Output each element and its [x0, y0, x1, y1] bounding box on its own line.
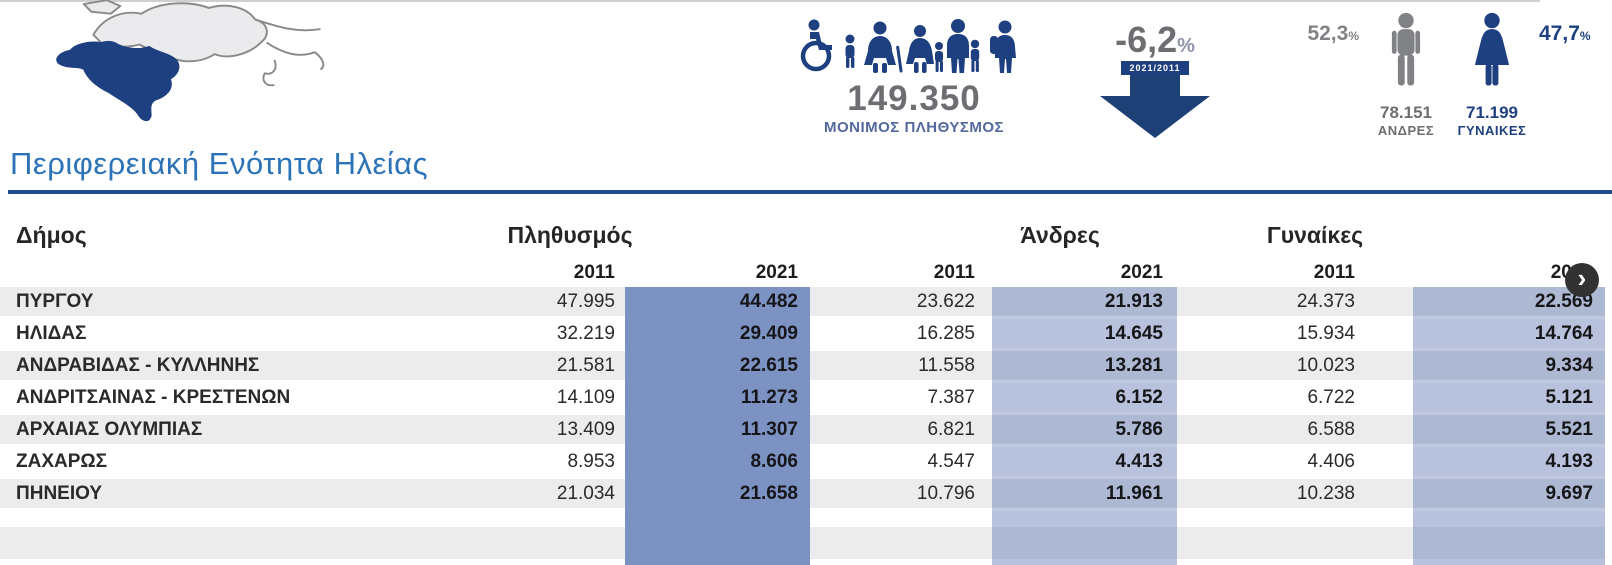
cell-women-2011: 24.373	[1296, 291, 1355, 312]
males-column: 78.151 ΑΝΔΡΕΣ	[1367, 12, 1445, 138]
cell-women-2011: 6.722	[1307, 387, 1355, 408]
cell-pop-2021: 8.606	[625, 447, 810, 479]
population-infographic: 149.350 ΜΟΝΙΜΟΣ ΠΛΗΘΥΣΜΟΣ	[788, 16, 1040, 136]
page-title: Περιφερειακή Ενότητα Ηλείας	[10, 146, 429, 181]
cell-women-2021: 9.697	[1413, 479, 1605, 511]
table-row: ΑΝΔΡΙΤΣΑΙΝΑΣ - ΚΡΕΣΤΕΝΩΝ 14.109 11.273 7…	[0, 383, 1612, 415]
cell-men-2021: 13.281	[992, 351, 1177, 383]
cell-pop-2011: 21.581	[556, 355, 615, 376]
table-row: ΑΡΧΑΙΑΣ ΟΛΥΜΠΙΑΣ 13.409 11.307 6.821 5.7…	[0, 415, 1612, 447]
cell-municipality: ΠΥΡΓΟΥ	[16, 291, 94, 312]
cell-women-2011: 4.406	[1307, 451, 1355, 472]
cell-women-2011: 15.934	[1296, 323, 1355, 344]
cell-women-2021: 5.121	[1413, 383, 1605, 415]
table-row: ΠΥΡΓΟΥ 47.995 44.482 23.622 21.913 24.37…	[0, 287, 1612, 319]
cell-pop-2011: 32.219	[556, 323, 615, 344]
males-label: ΑΝΔΡΕΣ	[1377, 123, 1435, 138]
map-icon	[56, 0, 325, 122]
table-year-header: 2011 2021 2011 2021 2011 2021	[0, 254, 1612, 287]
cell-pop-2021: 11.273	[625, 383, 810, 415]
cell-municipality: ΠΗΝΕΙΟΥ	[16, 483, 103, 504]
cell-pop-2021: 44.482	[625, 287, 810, 319]
males-count: 78.151	[1380, 103, 1432, 122]
cell-men-2021: 14.645	[992, 319, 1177, 351]
cell-men-2011: 16.285	[916, 323, 975, 344]
cell-women-2021: 14.764	[1413, 319, 1605, 351]
cell-women-2011: 10.023	[1296, 355, 1355, 376]
table-group-header: Δήμος Πληθυσμός Άνδρες Γυναίκες	[0, 212, 1612, 254]
cell-men-2021: 4.413	[992, 447, 1177, 479]
cell-pop-2011: 13.409	[556, 419, 615, 440]
cell-pop-2021: 29.409	[625, 319, 810, 351]
cell-women-2021: 4.193	[1413, 447, 1605, 479]
cell-men-2011: 23.622	[916, 291, 975, 312]
table-row: ΗΛΙΔΑΣ 32.219 29.409 16.285 14.645 15.93…	[0, 319, 1612, 351]
cell-men-2021: 11.961	[992, 479, 1177, 511]
females-label: ΓΥΝΑΙΚΕΣ	[1457, 123, 1527, 138]
col-header-population: Πληθυσμός	[507, 222, 633, 248]
females-count: 71.199	[1466, 103, 1518, 122]
cell-men-2011: 10.796	[916, 483, 975, 504]
ilia-region-shape	[56, 40, 180, 122]
table-row: ΠΗΝΕΙΟΥ 21.034 21.658 10.796 11.961 10.2…	[0, 479, 1612, 511]
female-icon	[1474, 12, 1510, 86]
gender-infographic: 52,3% 78.151 ΑΝΔΡΕΣ 71.199 ΓΥΝΑΙΚΕΣ	[1293, 12, 1605, 138]
females-percent: 47,7%	[1539, 22, 1591, 45]
cell-pop-2021: 22.615	[625, 351, 810, 383]
cell-municipality: ΑΝΔΡΑΒΙΔΑΣ - ΚΥΛΛΗΝΗΣ	[16, 355, 260, 376]
title-divider	[8, 190, 1612, 194]
arrow-down-icon	[1100, 72, 1210, 138]
scroll-right-button[interactable]: ›	[1565, 263, 1599, 297]
cell-pop-2011: 47.995	[556, 291, 615, 312]
change-value: -6,2%	[1115, 19, 1195, 60]
year-women-2011: 2011	[1313, 262, 1355, 283]
year-pop-2011: 2011	[573, 262, 615, 283]
cell-men-2011: 4.547	[927, 451, 975, 472]
col-header-women: Γυναίκες	[1266, 222, 1364, 248]
population-change: -6,2% 2021/2011	[1088, 22, 1222, 138]
year-pop-2021: 2021	[755, 262, 798, 283]
cell-men-2021: 6.152	[992, 383, 1177, 415]
cell-pop-2021: 21.658	[625, 479, 810, 511]
cell-women-2011: 6.588	[1307, 419, 1355, 440]
people-icons	[800, 19, 1016, 73]
percent-sign: %	[1177, 35, 1195, 57]
cell-municipality: ΗΛΙΔΑΣ	[16, 323, 87, 344]
empty-row	[0, 559, 1612, 565]
top-divider	[0, 0, 1540, 2]
cell-municipality: ΑΝΔΡΙΤΣΑΙΝΑΣ - ΚΡΕΣΤΕΝΩΝ	[16, 387, 291, 408]
municipalities-table: Δήμος Πληθυσμός Άνδρες Γυναίκες 2011 202…	[0, 212, 1612, 565]
year-men-2011: 2011	[933, 262, 975, 283]
cell-men-2021: 5.786	[992, 415, 1177, 447]
cell-pop-2011: 21.034	[556, 483, 615, 504]
females-column: 71.199 ΓΥΝΑΙΚΕΣ	[1453, 12, 1531, 138]
males-percent: 52,3%	[1307, 22, 1359, 45]
col-header-men: Άνδρες	[1020, 222, 1100, 248]
cell-pop-2021: 11.307	[625, 415, 810, 447]
cell-pop-2011: 14.109	[556, 387, 615, 408]
cell-men-2011: 7.387	[927, 387, 975, 408]
table-row: ΑΝΔΡΑΒΙΔΑΣ - ΚΥΛΛΗΝΗΣ 21.581 22.615 11.5…	[0, 351, 1612, 383]
cell-municipality: ΑΡΧΑΙΑΣ ΟΛΥΜΠΙΑΣ	[16, 419, 203, 440]
cell-women-2011: 10.238	[1296, 483, 1355, 504]
table-row: ΖΑΧΑΡΩΣ 8.953 8.606 4.547 4.413 4.406 4.…	[0, 447, 1612, 479]
population-value: 149.350	[847, 79, 981, 118]
change-period-badge: 2021/2011	[1121, 61, 1189, 75]
year-men-2021: 2021	[1120, 262, 1163, 283]
cell-municipality: ΖΑΧΑΡΩΣ	[16, 451, 108, 472]
empty-row	[0, 527, 1612, 559]
chevron-right-icon: ›	[1577, 263, 1587, 293]
population-label: ΜΟΝΙΜΟΣ ΠΛΗΘΥΣΜΟΣ	[823, 119, 1005, 136]
empty-row	[0, 511, 1612, 527]
cell-men-2011: 11.558	[918, 355, 975, 376]
cell-pop-2011: 8.953	[567, 451, 615, 472]
col-header-municipality: Δήμος	[16, 222, 87, 248]
region-map	[26, 0, 334, 140]
cell-women-2021: 9.334	[1413, 351, 1605, 383]
cell-men-2011: 6.821	[927, 419, 975, 440]
cell-women-2021: 5.521	[1413, 415, 1605, 447]
cell-men-2021: 21.913	[992, 287, 1177, 319]
male-icon	[1391, 12, 1421, 86]
